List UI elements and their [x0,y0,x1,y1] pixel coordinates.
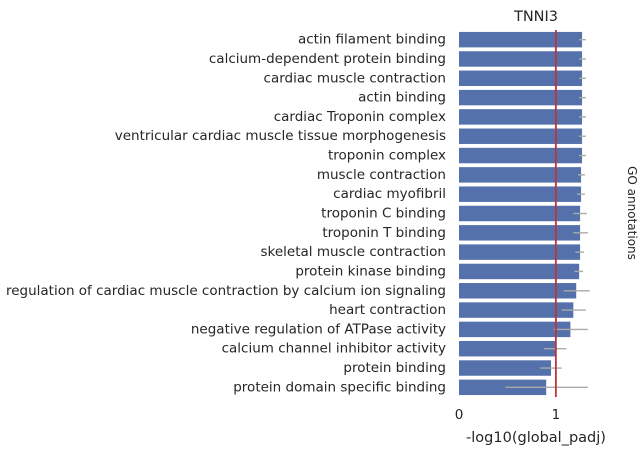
bar [459,205,581,222]
category-label: troponin T binding [322,225,446,241]
bar [459,263,580,280]
category-label: protein binding [343,360,446,376]
category-label: protein kinase binding [295,263,446,279]
bar [459,128,583,144]
bar [459,302,574,318]
bar [459,283,577,299]
category-label: actin filament binding [298,32,446,48]
category-label: troponin complex [328,148,446,164]
bar [459,186,582,202]
bar [459,147,583,164]
category-label: regulation of cardiac muscle contraction… [6,283,446,299]
x-axis-label: -log10(global_padj) [466,430,606,446]
category-label: cardiac muscle contraction [264,70,446,86]
bar [459,244,581,260]
bar-group [459,31,583,396]
bar [459,31,583,48]
category-label: troponin C binding [321,206,446,222]
side-label: GO annotations [625,166,639,260]
category-label: negative regulation of ATPase activity [191,321,446,337]
category-label: calcium channel inhibitor activity [222,341,446,357]
category-label: ventricular cardiac muscle tissue morpho… [115,128,446,144]
category-label: actin binding [358,90,446,106]
x-tick-label: 1 [552,407,561,423]
bar [459,89,583,106]
error-bar-group [505,38,590,389]
category-label: cardiac myofibril [333,186,446,202]
chart-title: TNNI3 [513,9,558,25]
bar [459,360,552,376]
category-label: heart contraction [329,302,446,318]
bar [459,225,581,241]
category-label: skeletal muscle contraction [261,244,447,260]
bar [459,109,583,125]
bar [459,379,547,396]
bar [459,70,583,87]
x-tick-label: 0 [455,407,464,423]
category-label: cardiac Troponin complex [274,109,446,125]
bar [459,167,582,183]
bar [459,51,583,67]
category-label-group: actin filament binding calcium-dependent … [6,32,446,396]
category-label: calcium-dependent protein binding [209,51,446,67]
bar [459,321,571,338]
bar [459,340,556,357]
category-label: muscle contraction [317,167,446,183]
category-label: protein domain specific binding [233,379,446,395]
